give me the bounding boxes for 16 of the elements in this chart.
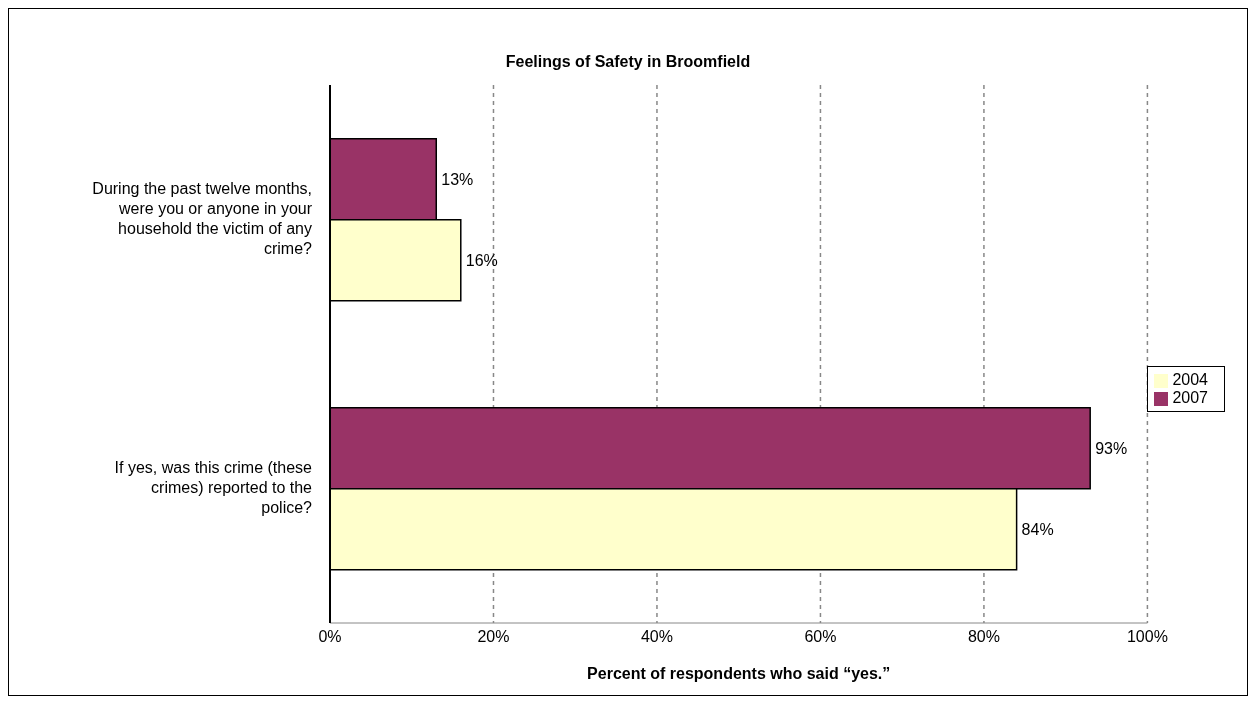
y-tick-label: If yes, was this crime (these crimes) reported to the police?: [114, 458, 313, 516]
y-tick-label: During the past twelve months, were you or anyone in your household the victim of any crime?: [92, 179, 313, 257]
legend-label: 2004: [1172, 371, 1208, 388]
data-label: 93%: [1095, 439, 1128, 457]
x-tick-label: 80%: [967, 628, 1000, 646]
x-tick-label: 20%: [477, 628, 510, 646]
data-label: 16%: [465, 251, 498, 269]
x-tick-label: 0%: [318, 628, 342, 646]
legend-label: 2007: [1172, 389, 1208, 406]
data-label: 84%: [1021, 520, 1054, 538]
x-tick-label: 60%: [804, 628, 837, 646]
x-tick-label: 100%: [1126, 628, 1168, 646]
chart-title: Feelings of Safety in Broomfield: [504, 52, 752, 72]
data-label: 13%: [441, 170, 474, 188]
x-axis-title: Percent of respondents who said “yes.”: [587, 665, 891, 682]
x-tick-label: 40%: [640, 628, 673, 646]
